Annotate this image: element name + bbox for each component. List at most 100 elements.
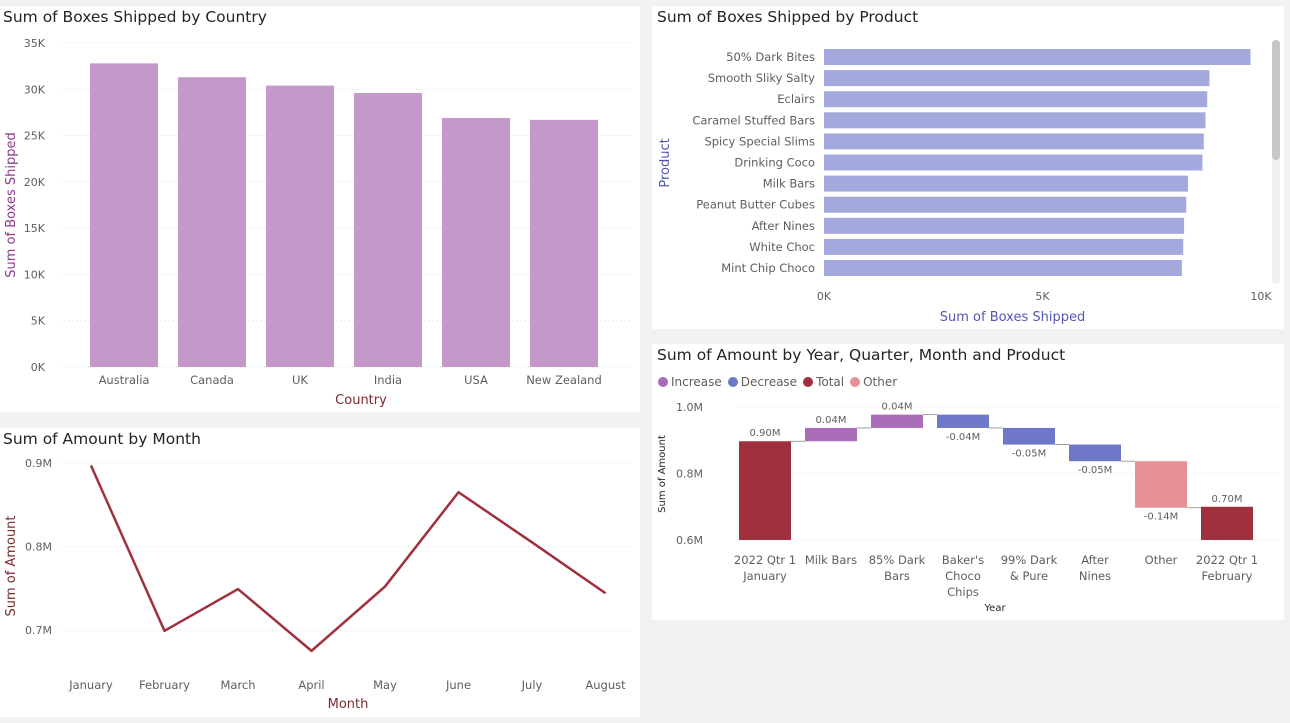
legend-label-increase: Increase xyxy=(671,375,722,389)
product-chart-scrollbar[interactable] xyxy=(1272,40,1280,284)
scrollbar-thumb[interactable] xyxy=(1272,40,1280,160)
product-chart-title: Sum of Boxes Shipped by Product xyxy=(657,8,919,26)
y-category-label: Milk Bars xyxy=(763,177,815,191)
legend-item-other[interactable]: Other xyxy=(850,375,897,389)
legend-dot-other xyxy=(850,377,861,387)
y-tick-label: 0.6M xyxy=(676,534,703,547)
y-tick-label: 0.8M xyxy=(25,541,52,554)
x-category-label: 2022 Qtr 1 xyxy=(1196,553,1258,567)
y-category-label: White Choc xyxy=(749,240,815,254)
bar-australia xyxy=(90,63,158,367)
x-axis-title: Month xyxy=(328,697,369,712)
month-chart-svg: 0.7M 0.8M 0.9M January February March April May… xyxy=(4,457,632,712)
y-tick-label: 15K xyxy=(24,222,46,235)
bar-usa xyxy=(442,117,510,368)
x-category-label: 99% Dark xyxy=(1001,553,1058,567)
waterfall-bar-total xyxy=(1201,506,1253,540)
x-category-label: Nines xyxy=(1079,569,1111,583)
y-axis-title: Product xyxy=(658,138,673,187)
x-category-label: Milk Bars xyxy=(805,553,857,567)
waterfall-chart-card[interactable]: Sum of Amount by Year, Quarter, Month an… xyxy=(652,344,1284,620)
y-tick-label: 0.7M xyxy=(25,624,52,637)
y-axis-title: Sum of Boxes Shipped xyxy=(4,132,19,277)
month-chart-title: Sum of Amount by Month xyxy=(3,430,201,448)
y-category-label: Caramel Stuffed Bars xyxy=(692,113,815,127)
x-category-label: Canada xyxy=(190,373,234,387)
country-chart-svg: 0K 5K 10K 15K 20K 25K 30K 35K Australia Canada UK I… xyxy=(4,37,632,408)
waterfall-chart-svg: 0.6M 0.8M 1.0M 0.90M 2022 Qtr 1 January 0.04M M… xyxy=(657,401,1280,614)
waterfall-bar-decrease xyxy=(1003,427,1055,445)
legend-item-increase[interactable]: Increase xyxy=(658,375,722,389)
data-label: -0.05M xyxy=(1078,465,1113,476)
x-category-label: UK xyxy=(292,373,308,387)
waterfall-bar-other xyxy=(1135,461,1187,508)
bar-india xyxy=(354,92,422,367)
x-category-label: New Zealand xyxy=(526,373,602,387)
legend-label-total: Total xyxy=(816,375,845,389)
bar-spicy-special-slims xyxy=(824,133,1204,150)
legend-dot-total xyxy=(803,377,814,387)
y-tick-label: 10K xyxy=(24,268,46,281)
y-axis-title: Sum of Amount xyxy=(657,435,668,513)
x-axis-title: Year xyxy=(983,603,1006,614)
data-label: 0.04M xyxy=(882,402,913,413)
y-tick-label: 0.9M xyxy=(25,457,52,470)
y-tick-label: 5K xyxy=(31,315,46,328)
bar-milk-bars xyxy=(824,175,1189,192)
waterfall-bar-total xyxy=(739,441,791,540)
legend-item-decrease[interactable]: Decrease xyxy=(727,375,798,389)
x-tick-label: 10K xyxy=(1250,290,1272,303)
x-category-label: March xyxy=(220,678,255,692)
y-tick-label: 25K xyxy=(24,130,46,143)
product-chart-svg: 50% Dark Bites Smooth Sliky Salty Eclairs C… xyxy=(658,49,1272,325)
x-category-label: June xyxy=(445,678,471,692)
bar-smooth-sliky-salty xyxy=(824,70,1210,87)
y-category-label: Peanut Butter Cubes xyxy=(696,198,815,212)
x-category-label: August xyxy=(585,678,626,692)
x-category-label: Baker's xyxy=(942,553,984,567)
series-line xyxy=(89,464,607,653)
bar-white-choc xyxy=(824,238,1184,255)
x-category-label: January xyxy=(742,569,787,583)
legend-item-total[interactable]: Total xyxy=(803,375,844,389)
x-category-label: Other xyxy=(1145,553,1178,567)
month-chart-card[interactable]: Sum of Amount by Month 0.7M 0.8M 0.9M Janua… xyxy=(0,428,640,717)
country-chart-title: Sum of Boxes Shipped by Country xyxy=(3,8,267,26)
x-category-label: May xyxy=(373,678,397,692)
product-chart-card[interactable]: Sum of Boxes Shipped by Product 50% Dark… xyxy=(652,6,1284,329)
waterfall-bar-increase xyxy=(871,414,923,428)
x-category-label: USA xyxy=(464,373,488,387)
x-category-label: 2022 Qtr 1 xyxy=(734,553,796,567)
x-category-label: February xyxy=(1202,569,1253,583)
x-category-label: Australia xyxy=(99,373,150,387)
bar-uk xyxy=(266,85,334,367)
waterfall-chart-title: Sum of Amount by Year, Quarter, Month an… xyxy=(657,346,1066,364)
y-category-label: Mint Chip Choco xyxy=(721,261,815,275)
bar-mint-chip-choco xyxy=(824,260,1182,276)
y-tick-label: 0.8M xyxy=(676,468,703,481)
country-chart-card[interactable]: Sum of Boxes Shipped by Country 0K 5K 10K 1… xyxy=(0,6,640,412)
waterfall-bar-decrease xyxy=(1069,444,1121,462)
y-category-label: Eclairs xyxy=(777,92,815,106)
x-category-label: January xyxy=(68,678,113,692)
data-label: 0.70M xyxy=(1212,494,1243,505)
waterfall-bar-decrease xyxy=(937,414,989,428)
y-tick-label: 1.0M xyxy=(676,401,703,414)
data-label: -0.04M xyxy=(946,432,981,443)
bar-peanut-butter-cubes xyxy=(824,196,1187,213)
x-category-label: Bars xyxy=(884,569,910,583)
legend-label-decrease: Decrease xyxy=(740,375,798,389)
x-category-label: April xyxy=(298,678,324,692)
x-category-label: February xyxy=(139,678,190,692)
y-tick-label: 35K xyxy=(24,37,46,50)
y-tick-label: 0K xyxy=(31,361,46,374)
x-tick-label: 5K xyxy=(1035,290,1050,303)
x-category-label: 85% Dark xyxy=(869,553,926,567)
y-category-label: Smooth Sliky Salty xyxy=(708,71,815,85)
x-category-label: India xyxy=(374,373,402,387)
x-axis-title: Country xyxy=(335,393,387,408)
bar-canada xyxy=(178,77,246,367)
data-label: 0.04M xyxy=(816,415,847,426)
data-label: -0.14M xyxy=(1144,512,1179,523)
waterfall-bar-increase xyxy=(805,427,857,442)
